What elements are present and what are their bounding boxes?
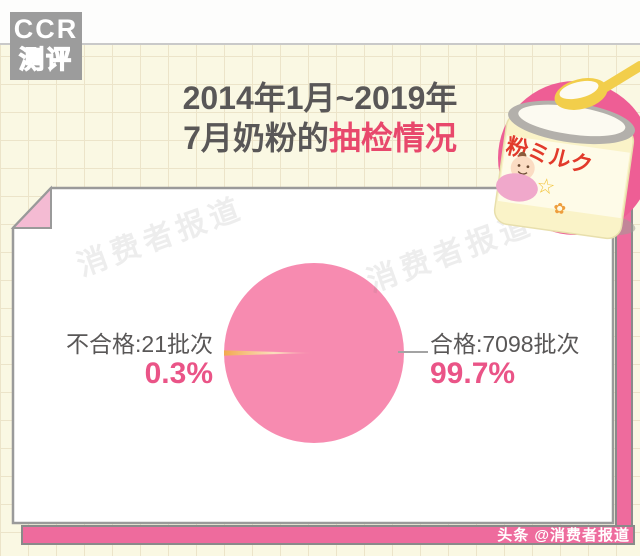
title-line2-accent: 抽检情况: [328, 120, 457, 156]
page-title: 2014年1月~2019年 7月奶粉的抽检情况: [0, 78, 640, 158]
qualified-percent-label: 99.7%: [430, 357, 516, 390]
flower-icon: ✿: [552, 200, 567, 219]
jar-body-group: 粉ミルク ☆ ✿: [493, 100, 635, 240]
baby-eye-right-icon: [526, 165, 530, 169]
pie-slice-unqualified: [224, 350, 314, 356]
title-line1: 2014年1月~2019年: [182, 80, 458, 116]
baby-smile-icon: [517, 170, 528, 175]
folded-corner: [10, 185, 52, 229]
ccr-logo-subtext: 测评: [18, 45, 73, 74]
unqualified-percent-label: 0.3%: [144, 357, 213, 390]
ccr-logo: CCR 测评: [10, 12, 82, 80]
title-line2: 7月奶粉的抽检情况: [0, 118, 640, 158]
qualified-batches-label: 合格:7098批次: [430, 331, 580, 357]
spoon-group: [554, 61, 640, 110]
milk-powder-jar-illustration: 粉ミルク ☆ ✿: [493, 61, 640, 240]
spoon-powder-icon: [559, 80, 599, 100]
card-shadow-bottom-strip: [21, 525, 635, 545]
callout-unqualified: 不合格:21批次 0.3%: [66, 331, 213, 390]
baby-eye-left-icon: [517, 164, 521, 167]
jar-powder: [518, 104, 626, 137]
callout-qualified: 合格:7098批次 99.7%: [430, 331, 580, 390]
top-white-band: [0, 0, 640, 45]
ccr-logo-text: CCR: [13, 14, 79, 44]
unqualified-batches-label: 不合格:21批次: [66, 331, 213, 357]
baby-body-icon: [496, 173, 538, 202]
title-line2-prefix: 7月奶粉的: [183, 120, 329, 156]
footer-credit: 头条 @消费者报道: [497, 527, 630, 544]
spoon-handle-icon: [599, 61, 640, 93]
star-icon: ☆: [535, 174, 557, 199]
